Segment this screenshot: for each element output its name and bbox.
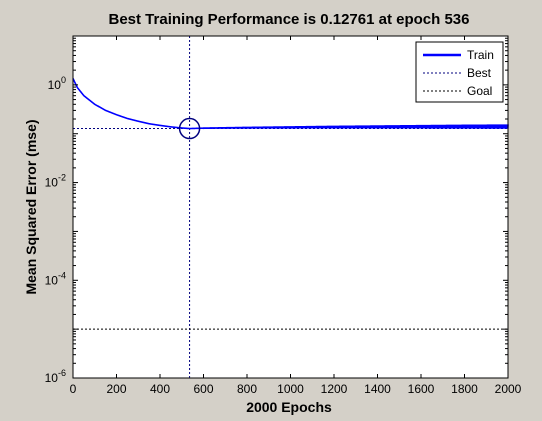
legend[interactable]: Train Best Goal: [415, 41, 504, 103]
y-axis-label: Mean Squared Error (mse): [23, 119, 39, 294]
chart-title: Best Training Performance is 0.12761 at …: [109, 11, 470, 28]
x-tick-label: 1400: [364, 382, 391, 396]
x-tick-label: 1200: [321, 382, 348, 396]
x-tick-label: 0: [70, 382, 77, 396]
x-tick-label: 1000: [277, 382, 304, 396]
y-tick-label: 10-6: [45, 368, 66, 385]
legend-box: [415, 41, 504, 103]
x-axis-label: 2000 Epochs: [246, 399, 332, 415]
y-axis-ticks: 100 10-2 10-4 10-6: [45, 35, 508, 385]
legend-label-train: Train: [467, 48, 494, 62]
x-tick-label: 800: [237, 382, 257, 396]
x-tick-label: 1600: [408, 382, 435, 396]
train-series: [72, 78, 509, 130]
x-tick-label: 1800: [451, 382, 478, 396]
x-axis-ticks: 0 200 400 600 800 1000 1200 1400 1600 1800 2000: [70, 36, 522, 396]
y-tick-label: 100: [48, 75, 66, 92]
legend-label-goal: Goal: [467, 84, 492, 98]
x-tick-label: 200: [106, 382, 126, 396]
y-tick-label: 10-2: [45, 173, 66, 190]
best-marker-layer: [178, 117, 201, 140]
legend-label-best: Best: [467, 66, 492, 80]
train-line: [72, 78, 509, 130]
y-tick-label: 10-4: [45, 270, 66, 287]
best-marker: [178, 117, 201, 140]
x-tick-label: 400: [150, 382, 170, 396]
x-tick-label: 2000: [495, 382, 522, 396]
x-tick-label: 600: [193, 382, 213, 396]
